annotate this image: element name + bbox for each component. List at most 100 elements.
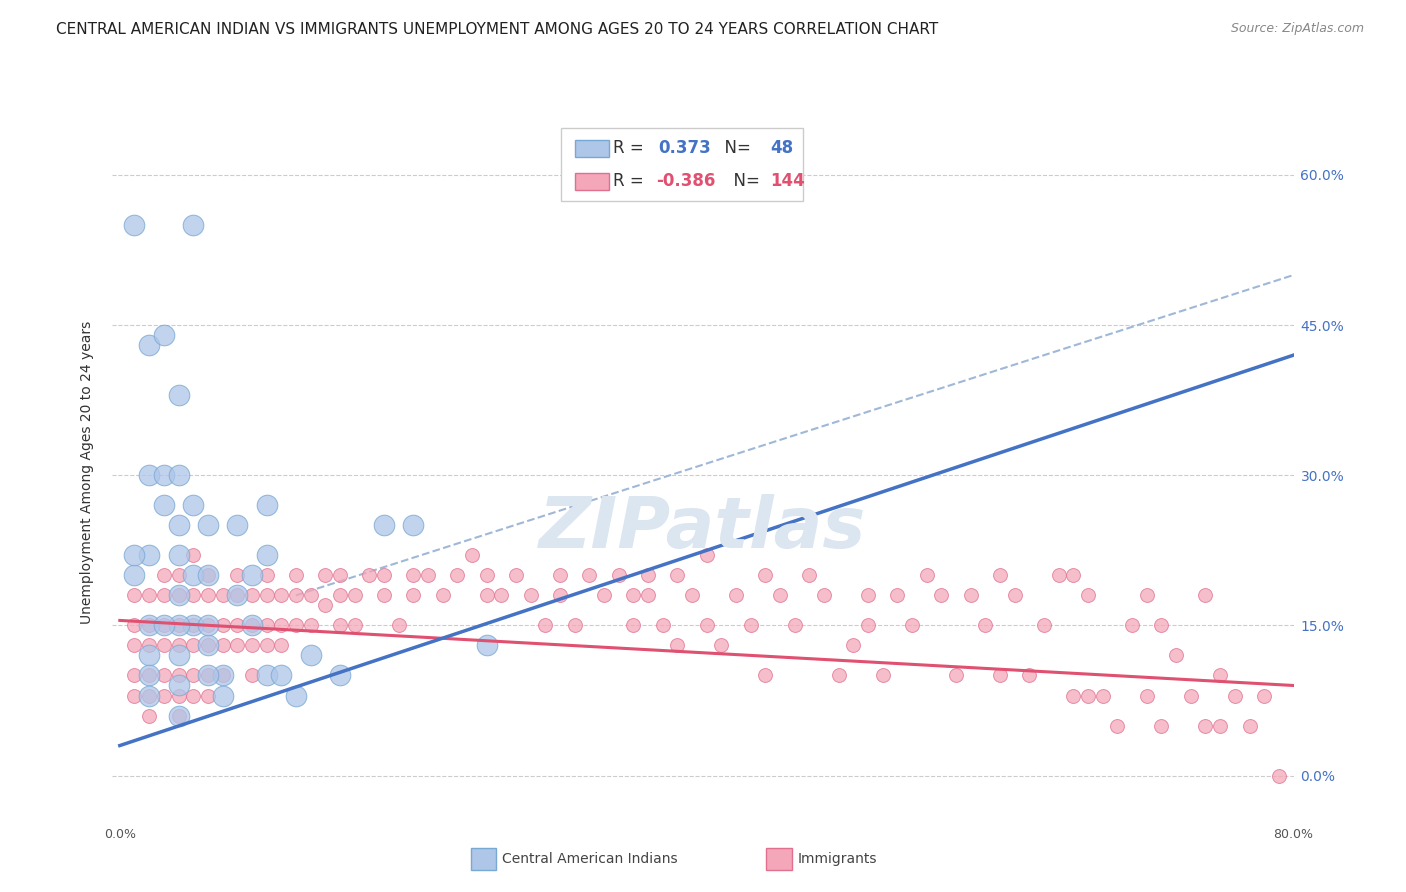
- Point: [153, 618, 176, 632]
- Point: [226, 639, 249, 653]
- Point: [256, 549, 278, 563]
- Point: [621, 618, 644, 632]
- Text: CENTRAL AMERICAN INDIAN VS IMMIGRANTS UNEMPLOYMENT AMONG AGES 20 TO 24 YEARS COR: CENTRAL AMERICAN INDIAN VS IMMIGRANTS UN…: [56, 22, 938, 37]
- Point: [621, 588, 644, 602]
- Point: [959, 588, 981, 602]
- Point: [256, 498, 278, 512]
- Point: [124, 689, 146, 703]
- Point: [373, 588, 395, 602]
- Point: [1223, 689, 1246, 703]
- Point: [167, 668, 190, 682]
- Point: [138, 618, 160, 632]
- Point: [240, 639, 263, 653]
- Point: [153, 568, 176, 582]
- Point: [197, 518, 219, 533]
- Point: [329, 568, 352, 582]
- Text: -0.386: -0.386: [655, 171, 716, 189]
- Point: [153, 639, 176, 653]
- Point: [856, 618, 879, 632]
- Text: 0.373: 0.373: [658, 139, 711, 157]
- Point: [226, 588, 249, 602]
- Point: [153, 588, 176, 602]
- Point: [153, 668, 176, 682]
- Point: [284, 689, 307, 703]
- Point: [872, 668, 894, 682]
- Point: [167, 588, 190, 602]
- Point: [138, 689, 160, 703]
- Point: [783, 618, 806, 632]
- Point: [167, 618, 190, 632]
- Point: [387, 618, 409, 632]
- Point: [813, 588, 835, 602]
- Point: [211, 668, 233, 682]
- Point: [138, 668, 160, 682]
- Point: [181, 218, 204, 232]
- Point: [284, 588, 307, 602]
- Point: [181, 498, 204, 512]
- Point: [828, 668, 851, 682]
- FancyBboxPatch shape: [575, 173, 609, 190]
- Point: [1180, 689, 1202, 703]
- Point: [299, 648, 322, 663]
- Point: [637, 568, 659, 582]
- Text: Immigrants: Immigrants: [797, 852, 877, 866]
- Point: [138, 648, 160, 663]
- Point: [167, 468, 190, 483]
- Point: [153, 618, 176, 632]
- Point: [138, 588, 160, 602]
- Point: [373, 518, 395, 533]
- Point: [124, 639, 146, 653]
- Point: [666, 639, 689, 653]
- Point: [138, 468, 160, 483]
- Point: [1004, 588, 1026, 602]
- Point: [1136, 689, 1159, 703]
- Point: [1018, 668, 1040, 682]
- Point: [799, 568, 821, 582]
- Point: [769, 588, 792, 602]
- Point: [181, 668, 204, 682]
- Point: [284, 568, 307, 582]
- Point: [1121, 618, 1143, 632]
- Point: [270, 668, 292, 682]
- Point: [226, 518, 249, 533]
- Point: [197, 689, 219, 703]
- Point: [314, 568, 336, 582]
- Point: [1091, 689, 1114, 703]
- Point: [505, 568, 527, 582]
- Point: [167, 588, 190, 602]
- Point: [1150, 718, 1173, 732]
- Text: N=: N=: [723, 171, 765, 189]
- Point: [754, 668, 776, 682]
- Point: [167, 388, 190, 402]
- Point: [211, 588, 233, 602]
- Point: [696, 618, 718, 632]
- Point: [299, 618, 322, 632]
- Point: [475, 568, 498, 582]
- Point: [124, 668, 146, 682]
- Point: [211, 618, 233, 632]
- Point: [226, 568, 249, 582]
- Point: [901, 618, 924, 632]
- Point: [167, 708, 190, 723]
- FancyBboxPatch shape: [561, 128, 803, 202]
- Point: [256, 568, 278, 582]
- Point: [181, 568, 204, 582]
- Text: ZIPatlas: ZIPatlas: [540, 494, 866, 563]
- Point: [637, 588, 659, 602]
- Point: [681, 588, 703, 602]
- Point: [167, 518, 190, 533]
- FancyBboxPatch shape: [575, 140, 609, 157]
- Point: [138, 639, 160, 653]
- Point: [240, 618, 263, 632]
- Point: [138, 618, 160, 632]
- Point: [564, 618, 586, 632]
- Point: [1194, 718, 1216, 732]
- Point: [534, 618, 557, 632]
- Point: [167, 639, 190, 653]
- Point: [945, 668, 967, 682]
- Point: [284, 618, 307, 632]
- Point: [197, 618, 219, 632]
- Point: [1077, 689, 1099, 703]
- Point: [314, 599, 336, 613]
- Point: [1033, 618, 1056, 632]
